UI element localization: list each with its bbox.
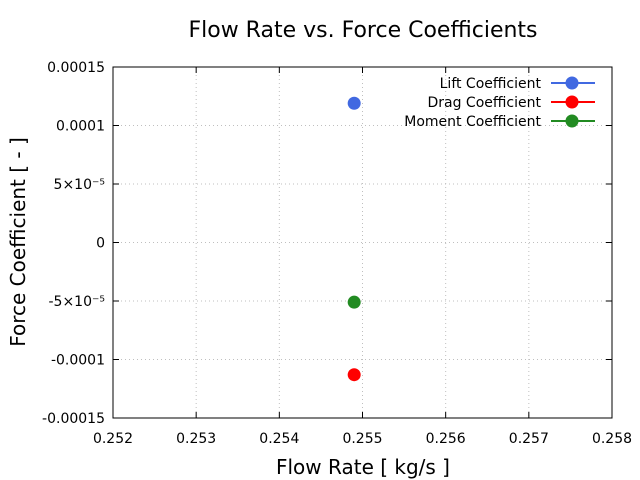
y-tick-label: -0.0001 [51,353,105,369]
x-axis: 0.252 0.253 0.254 0.255 0.256 0.257 0.258 [93,67,632,447]
x-tick-label: 0.256 [426,431,466,447]
data-points [347,96,361,382]
data-point [347,295,361,309]
x-tick-label: 0.257 [509,431,549,447]
x-tick-label: 0.254 [259,431,299,447]
y-tick-label: 0 [96,236,105,252]
y-tick-label: 0.00015 [47,60,105,76]
y-tick-label: -5×10⁻⁵ [48,294,105,310]
legend-label: Moment Coefficient [404,114,541,130]
x-tick-label: 0.252 [93,431,133,447]
legend-label: Drag Coefficient [427,95,541,111]
y-tick-label: 5×10⁻⁵ [54,177,105,193]
x-tick-label: 0.255 [342,431,382,447]
y-axis: 0.00015 0.0001 5×10⁻⁵ 0 -5×10⁻⁵ -0.0001 -0.000… [42,60,612,427]
y-tick-label: 0.0001 [56,119,105,135]
chart-title: Flow Rate vs. Force Coefficients [188,18,537,43]
legend-marker [565,76,579,90]
x-tick-label: 0.258 [592,431,632,447]
legend-marker [565,95,579,109]
legend-label: Lift Coefficient [440,76,542,92]
x-axis-label: Flow Rate [ kg/s ] [276,455,450,479]
grid [113,67,612,418]
data-point [347,368,361,382]
y-axis-label: Force Coefficient [ - ] [6,137,30,347]
data-point [347,96,361,110]
legend: Lift Coefficient Drag Coefficient Moment C… [404,76,595,130]
y-tick-label: -0.00015 [42,411,105,427]
legend-marker [565,114,579,128]
x-tick-label: 0.253 [176,431,216,447]
